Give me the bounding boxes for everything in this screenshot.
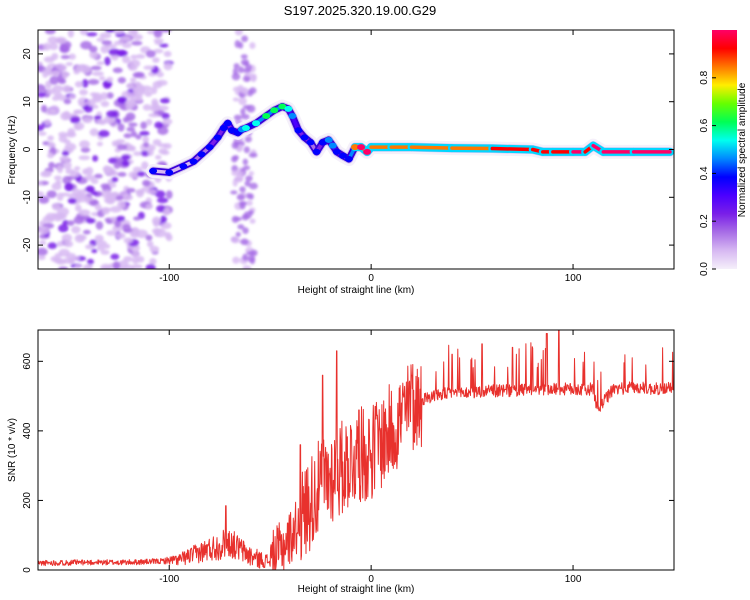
snr-frame	[37, 329, 675, 571]
spectrogram-xlabel: Height of straight line (km)	[298, 285, 415, 296]
colorbar-tick-label: 0.6	[699, 118, 710, 132]
colorbar-tick-label: 0.8	[699, 70, 710, 84]
spectrogram-ridge	[149, 102, 674, 176]
ridge-point	[270, 107, 279, 114]
colorbar-tick-label: 0.0	[699, 262, 710, 276]
y-tick-label: 600	[22, 353, 33, 370]
ridge-point	[149, 168, 158, 175]
ridge-point	[350, 144, 359, 151]
ridge-point	[278, 103, 287, 110]
ridge-point	[318, 139, 327, 146]
spectrogram-ylabel: Frequency (Hz)	[7, 116, 18, 185]
colorbar-tick-label: 0.4	[699, 166, 710, 180]
ridge-point	[213, 134, 222, 141]
ridge-point	[328, 142, 337, 149]
x-tick-label: 0	[368, 273, 374, 284]
snr-panel: -100 0 100 0 200 400 600 Height of straight li…	[7, 329, 675, 595]
y-tick-label: -10	[22, 190, 33, 205]
colorbar: 0.0 0.2 0.4 0.6 0.8 Normalized spectral ampl…	[699, 30, 748, 276]
y-tick-label: 0	[22, 567, 33, 573]
x-tick-label: 100	[565, 574, 582, 585]
y-tick-label: 0	[22, 146, 33, 152]
ridge-point	[324, 136, 333, 143]
snr-ticks: -100 0 100 0 200 400 600	[22, 330, 674, 585]
ridge-point	[312, 148, 321, 155]
ridge-point	[219, 124, 228, 131]
ridge-point	[197, 151, 206, 158]
ridge-point	[223, 120, 232, 127]
ridge-point	[344, 156, 353, 163]
ridge-point	[262, 113, 271, 120]
ridge-point	[241, 124, 250, 131]
colorbar-tick-label: 0.2	[699, 214, 710, 228]
y-tick-label: -20	[22, 237, 33, 252]
ridge-point	[179, 163, 188, 170]
ridge-point	[294, 127, 303, 134]
ridge-point	[306, 139, 315, 146]
ridge-point	[165, 169, 174, 176]
x-tick-label: -100	[159, 273, 179, 284]
ridge-point	[227, 127, 236, 134]
ridge-core	[490, 146, 535, 152]
y-tick-label: 10	[22, 96, 33, 108]
snr-xlabel: Height of straight line (km)	[298, 584, 415, 595]
colorbar-label: Normalized spectral amplitude	[737, 82, 748, 217]
ridge-point	[357, 144, 366, 151]
ridge-point	[363, 148, 372, 155]
y-tick-label: 200	[22, 492, 33, 509]
ridge-point	[288, 113, 297, 120]
ridge-core	[409, 145, 454, 150]
spectrogram-heatmap	[38, 30, 674, 269]
colorbar-gradient	[712, 30, 737, 269]
ridge-point	[332, 148, 341, 155]
ridge-point	[205, 144, 214, 151]
ridge-point	[338, 152, 347, 159]
ridge-point	[189, 158, 198, 165]
colorbar-ticks: 0.0 0.2 0.4 0.6 0.8	[699, 70, 716, 276]
x-tick-label: -100	[159, 574, 179, 585]
snr-ylabel: SNR (10 * v/v)	[7, 418, 18, 482]
x-tick-label: 0	[368, 574, 374, 585]
ridge-point	[252, 120, 261, 127]
y-tick-label: 20	[22, 48, 33, 60]
ridge-point	[284, 105, 293, 112]
x-tick-label: 100	[565, 273, 582, 284]
snr-series-line	[38, 330, 674, 570]
ridge-point	[300, 134, 309, 141]
figure-title: S197.2025.320.19.00.G29	[284, 3, 437, 18]
y-tick-label: 400	[22, 422, 33, 439]
